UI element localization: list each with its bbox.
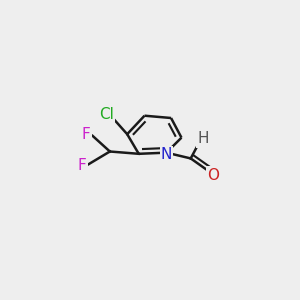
Text: F: F	[78, 158, 86, 173]
Text: O: O	[207, 168, 219, 183]
Text: H: H	[198, 131, 209, 146]
Text: F: F	[82, 127, 91, 142]
Text: N: N	[161, 147, 172, 162]
Text: Cl: Cl	[99, 107, 114, 122]
